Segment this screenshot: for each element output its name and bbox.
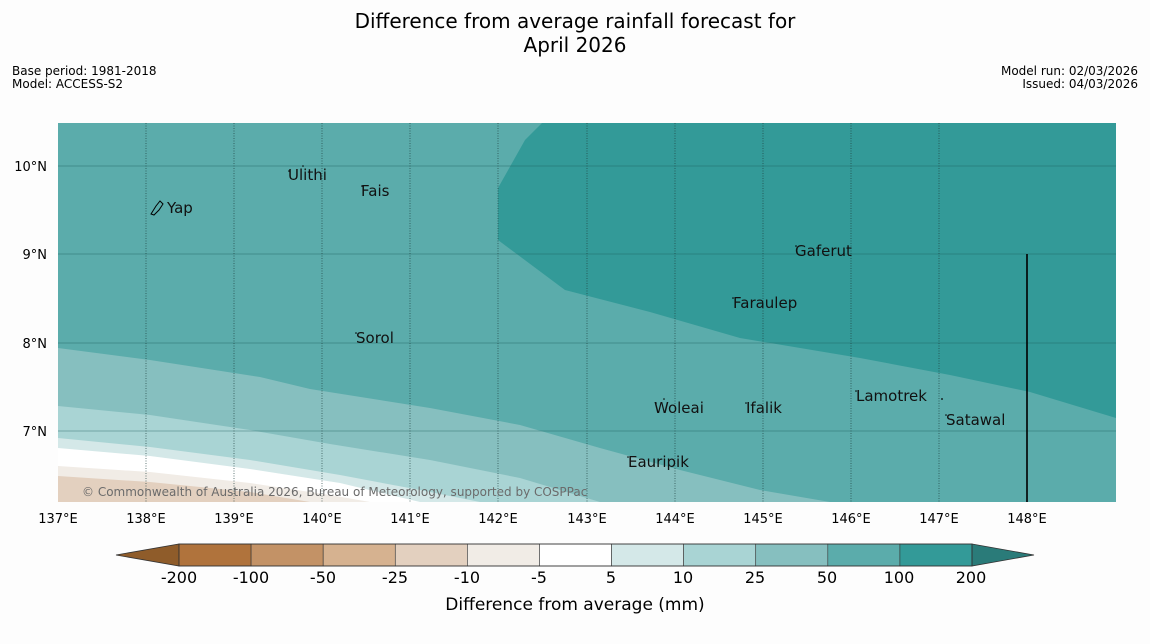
lon-gridlines: [145, 123, 940, 502]
colorbar-bin: [611, 543, 684, 567]
colorbar-bin: [178, 543, 252, 567]
lon-label: 145°E: [743, 512, 783, 527]
island-dots: [288, 165, 947, 458]
place-ifalik: Ifalik: [746, 399, 782, 417]
lon-label: 139°E: [214, 512, 254, 527]
colorbar-tick: -50: [310, 568, 336, 587]
band-100-200: [498, 123, 1116, 418]
yap-island: [150, 200, 164, 216]
colorbar: -200 -100 -50 -25 -10 -5 5 10 25 50 100 …: [115, 543, 1035, 615]
colorbar-bin: [899, 543, 973, 567]
lon-label: 144°E: [655, 512, 695, 527]
place-satawal: Satawal: [946, 411, 1005, 429]
lat-label: 7°N: [23, 425, 48, 440]
place-ulithi: Ulithi: [288, 166, 327, 184]
place-fais: Fais: [361, 182, 390, 200]
title-line-1: Difference from average rainfall forecas…: [354, 9, 796, 33]
model-name: Model: ACCESS-S2: [12, 77, 124, 91]
place-eauripik: Eauripik: [628, 453, 689, 471]
colorbar-bin: [827, 543, 901, 567]
colorbar-bin: [250, 543, 324, 567]
lon-label: 140°E: [302, 512, 342, 527]
map-title: Difference from average rainfall forecas…: [0, 9, 1150, 57]
lat-label: 9°N: [23, 248, 48, 263]
band-neg10-neg25: [58, 476, 310, 502]
colorbar-tick: 100: [884, 568, 915, 587]
colorbar-bins: [178, 543, 973, 567]
lon-labels: 137°E 138°E 139°E 140°E 141°E 142°E 143°…: [38, 512, 1047, 527]
colorbar-bin: [394, 543, 468, 567]
model-run: Model run: 02/03/2026: [1000, 64, 1138, 78]
map-area: Ulithi Fais Yap Gaferut Faraulep Sorol W…: [58, 123, 1116, 502]
colorbar-bin: [539, 543, 612, 567]
lon-label: 143°E: [567, 512, 607, 527]
colorbar-tick: -200: [161, 568, 197, 587]
lon-label: 138°E: [126, 512, 166, 527]
colorbar-tick: -5: [531, 568, 547, 587]
lat-labels: 10°N 9°N 8°N 7°N: [14, 160, 47, 440]
colorbar-tick: -100: [233, 568, 269, 587]
colorbar-tick: 200: [956, 568, 987, 587]
colorbar-tick: 50: [817, 568, 837, 587]
lon-label: 146°E: [831, 512, 871, 527]
lat-label: 10°N: [14, 160, 47, 175]
place-faraulep: Faraulep: [733, 294, 797, 312]
colorbar-tick: 5: [606, 568, 616, 587]
colorbar-tick: -25: [382, 568, 408, 587]
colorbar-label: Difference from average (mm): [445, 595, 704, 615]
colorbar-bin: [755, 543, 829, 567]
colorbar-frame: [178, 543, 973, 567]
place-lamotrek: Lamotrek: [856, 387, 927, 405]
colorbar-extend-max: [971, 543, 1035, 567]
colorbar-bin: [322, 543, 396, 567]
place-labels: Ulithi Fais Yap Gaferut Faraulep Sorol W…: [166, 166, 1005, 471]
lon-label: 142°E: [478, 512, 518, 527]
base-info: Base period: 1981-2018 Model: ACCESS-S2: [12, 65, 157, 91]
place-yap: Yap: [166, 199, 193, 217]
lon-label: 141°E: [390, 512, 430, 527]
colorbar-bin: [467, 543, 540, 567]
colorbar-extend-min: [115, 543, 180, 567]
place-woleai: Woleai: [654, 399, 704, 417]
place-gaferut: Gaferut: [795, 242, 852, 260]
lon-label: 148°E: [1007, 512, 1047, 527]
colorbar-ticks: -200 -100 -50 -25 -10 -5 5 10 25 50 100 …: [161, 568, 986, 587]
lat-label: 8°N: [23, 337, 48, 352]
title-line-2: April 2026: [523, 33, 627, 57]
issued-date: Issued: 04/03/2026: [1022, 77, 1138, 91]
place-sorol: Sorol: [356, 329, 394, 347]
colorbar-bin: [683, 543, 757, 567]
colorbar-tick: 10: [673, 568, 693, 587]
lon-label: 137°E: [38, 512, 78, 527]
run-info: Model run: 02/03/2026 Issued: 04/03/2026: [1001, 65, 1138, 91]
lon-label: 147°E: [919, 512, 959, 527]
colorbar-tick: 25: [745, 568, 765, 587]
copyright-notice: © Commonwealth of Australia 2026, Bureau…: [82, 485, 587, 499]
colorbar-tick: -10: [454, 568, 480, 587]
base-period: Base period: 1981-2018: [12, 64, 157, 78]
